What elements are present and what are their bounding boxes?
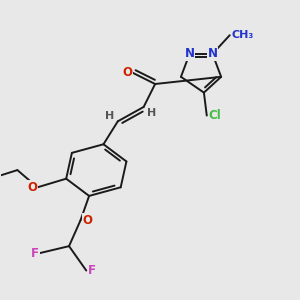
Text: Cl: Cl bbox=[209, 109, 222, 122]
Text: H: H bbox=[147, 108, 157, 118]
Text: F: F bbox=[88, 264, 96, 277]
Text: N: N bbox=[208, 47, 218, 60]
Text: N: N bbox=[184, 47, 195, 60]
Text: O: O bbox=[28, 181, 38, 194]
Text: O: O bbox=[122, 66, 132, 79]
Text: H: H bbox=[105, 111, 114, 121]
Text: CH₃: CH₃ bbox=[232, 30, 254, 40]
Text: F: F bbox=[31, 247, 39, 260]
Text: O: O bbox=[82, 214, 93, 227]
